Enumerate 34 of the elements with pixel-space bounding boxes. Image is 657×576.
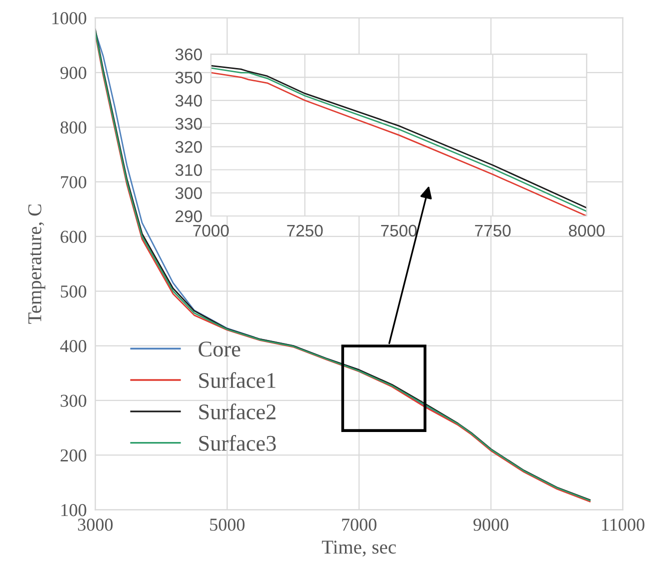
y-tick-label: 100 bbox=[61, 504, 86, 516]
x-tick-label: 7000 bbox=[342, 518, 376, 531]
x-tick-label: 7750 bbox=[475, 224, 511, 237]
legend-label: Surface3 bbox=[199, 434, 276, 451]
y-tick-label: 330 bbox=[175, 118, 202, 130]
y-tick-label: 340 bbox=[175, 94, 202, 107]
y-tick-label: 600 bbox=[60, 230, 86, 243]
x-tick-label: 7250 bbox=[287, 224, 323, 237]
y-tick-label: 400 bbox=[60, 340, 86, 352]
y-tick-label: 360 bbox=[175, 48, 202, 60]
legend-label: Surface2 bbox=[199, 404, 276, 420]
y-axis-title: Temperature, C bbox=[28, 204, 46, 324]
y-tick-label: 320 bbox=[175, 141, 202, 153]
x-tick-label: 7000 bbox=[193, 224, 229, 237]
y-tick-label: 350 bbox=[175, 72, 202, 84]
x-tick-label: 9000 bbox=[473, 518, 508, 531]
x-tick-label: 8000 bbox=[568, 224, 605, 237]
y-tick-label: 310 bbox=[175, 164, 202, 176]
x-tick-label: 5000 bbox=[210, 518, 245, 531]
x-tick-label: 7500 bbox=[381, 224, 417, 237]
y-tick-label: 300 bbox=[175, 187, 202, 200]
x-axis-title: Time, sec bbox=[322, 540, 396, 557]
x-tick-label: 3000 bbox=[78, 518, 113, 531]
y-tick-label: 300 bbox=[60, 394, 86, 407]
y-tick-label: 290 bbox=[176, 210, 202, 222]
y-tick-label: 1000 bbox=[52, 12, 86, 24]
legend-label: Core bbox=[198, 342, 240, 357]
y-tick-label: 900 bbox=[60, 66, 86, 79]
y-tick-label: 700 bbox=[61, 176, 86, 188]
x-tick-label: 11000 bbox=[602, 518, 644, 531]
y-tick-label: 800 bbox=[60, 121, 86, 134]
legend-label: Surface1 bbox=[199, 372, 276, 388]
y-tick-label: 500 bbox=[60, 285, 86, 298]
y-tick-label: 200 bbox=[60, 449, 86, 462]
